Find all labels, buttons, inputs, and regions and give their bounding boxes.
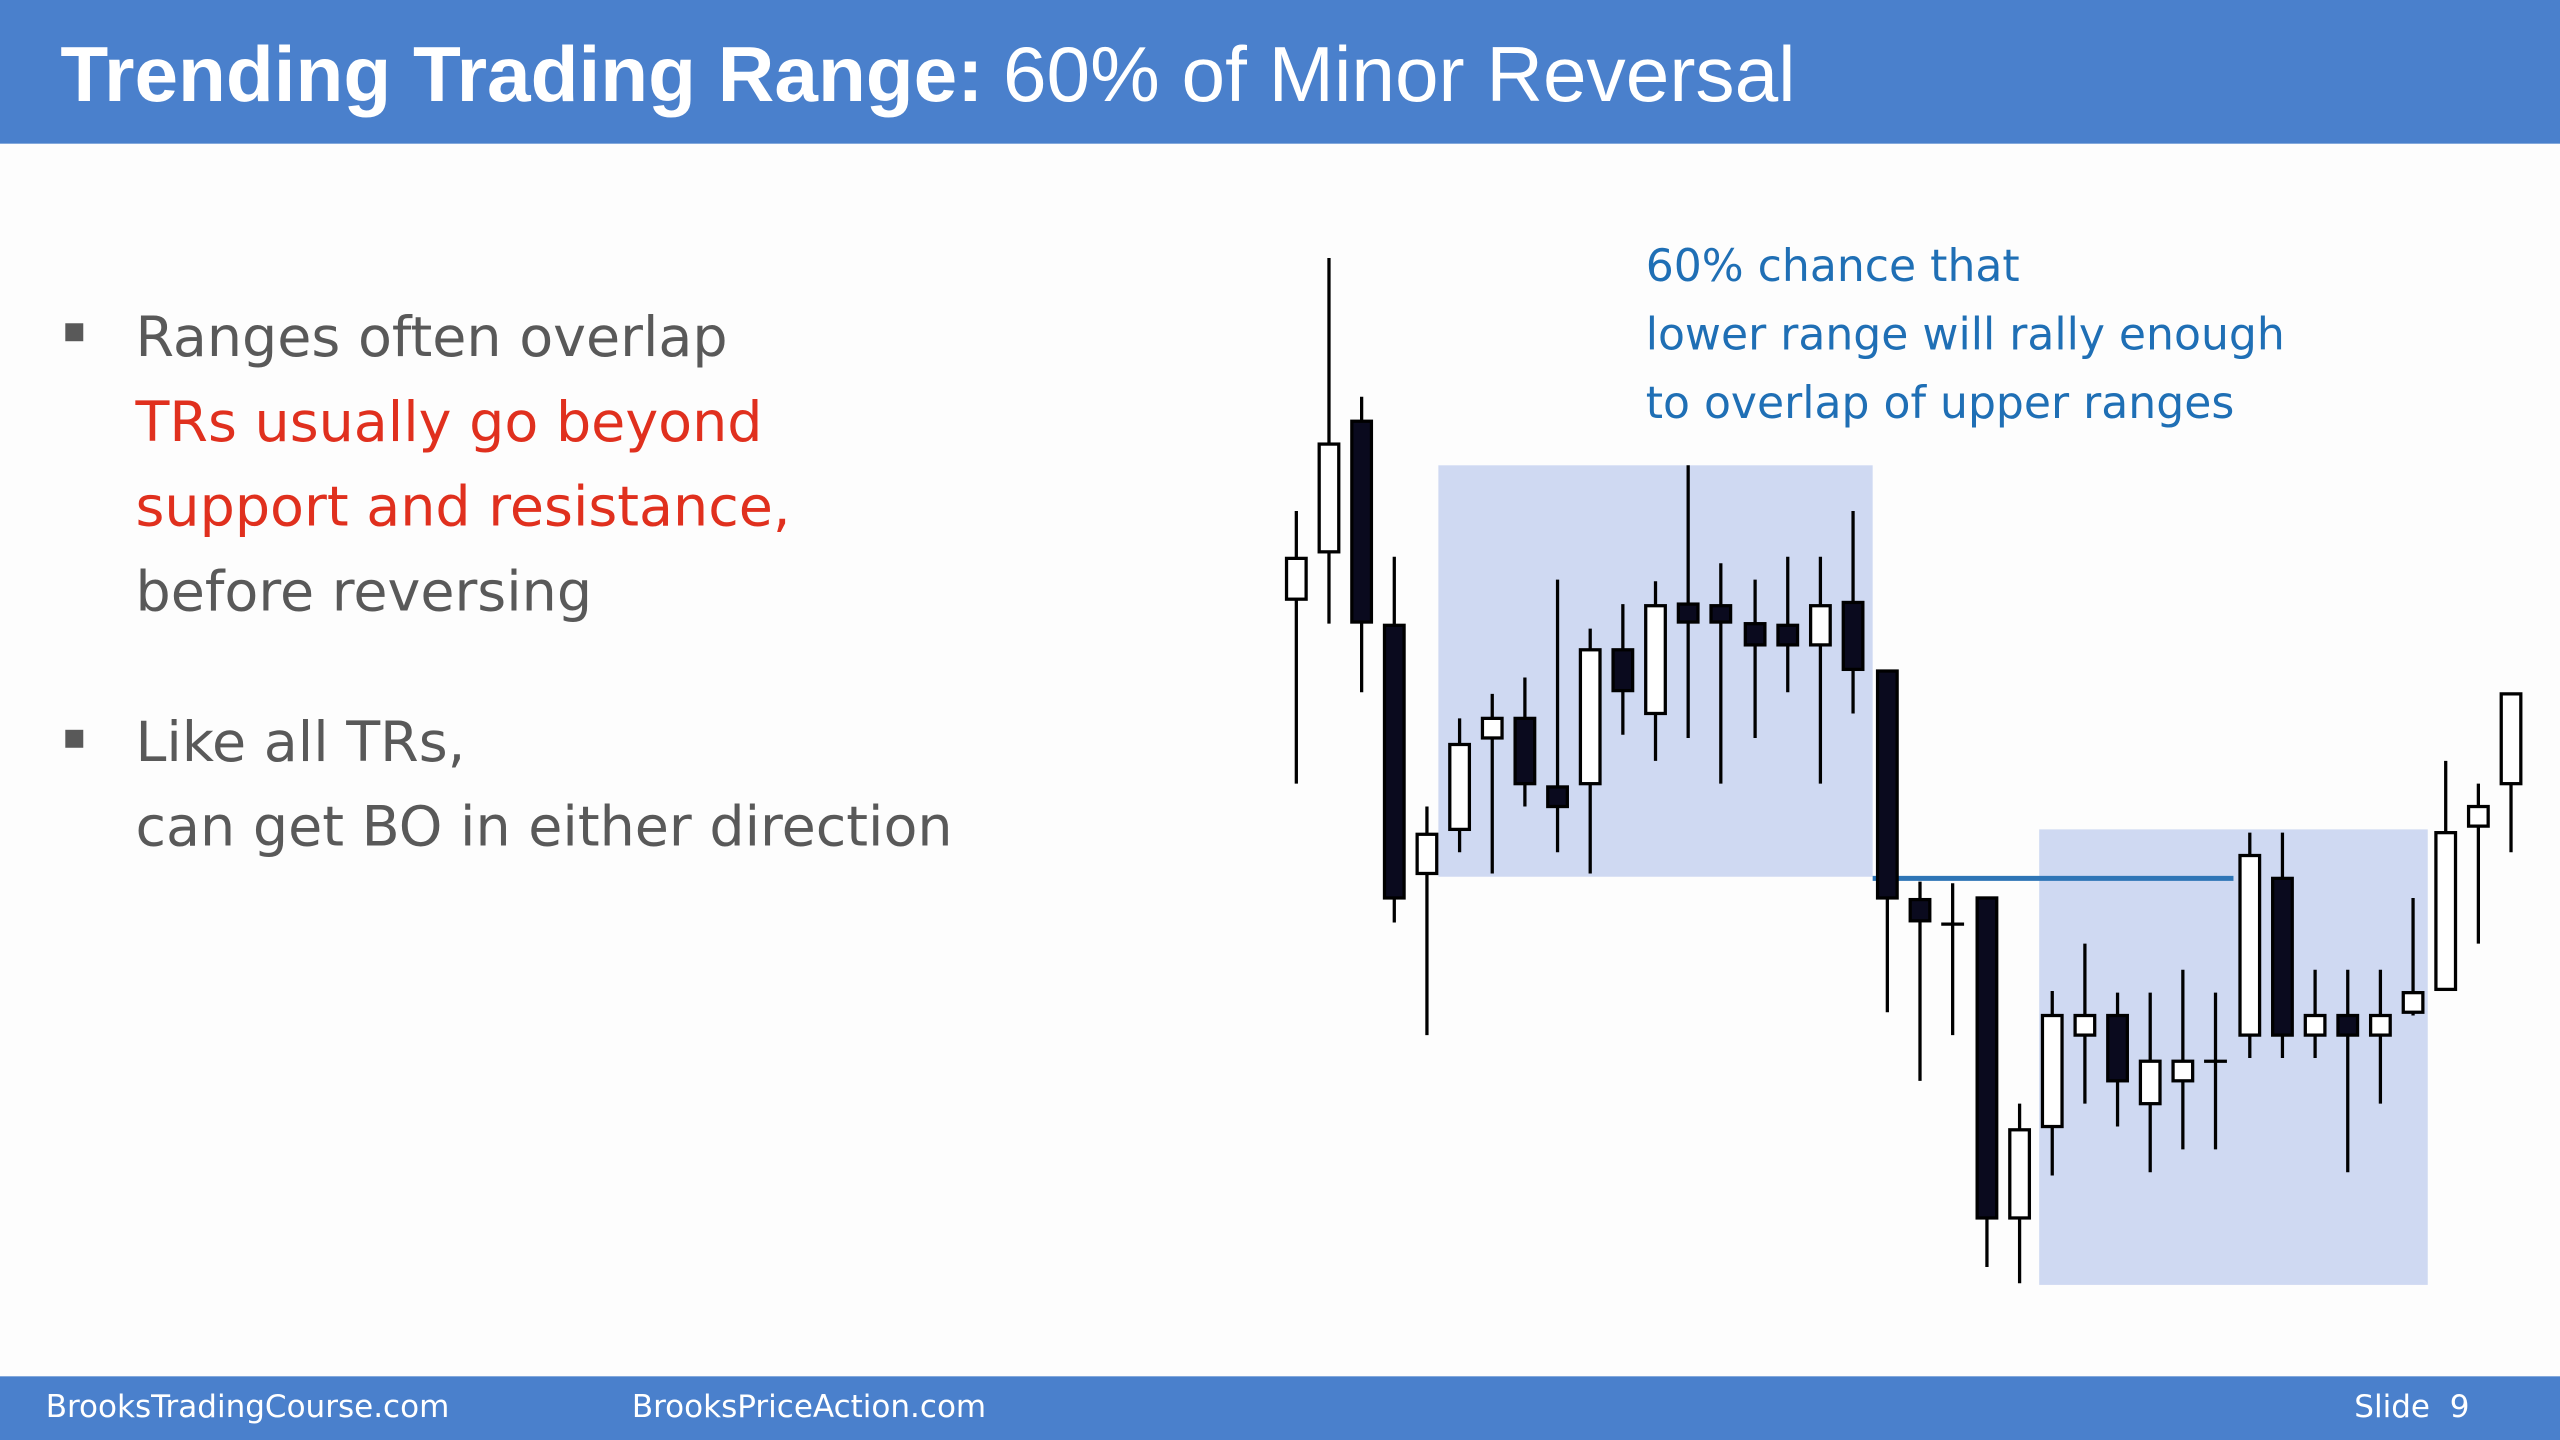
header-bar [0,0,2560,144]
annotation-line: lower range will rally enough [1646,309,2285,360]
bullet-line: Like all TRs, [136,710,466,775]
footer-link: BrooksPriceAction.com [632,1389,986,1425]
bullet-marker [65,729,84,748]
bullet-line: support and resistance, [136,475,791,540]
bullet-line: before reversing [136,560,593,625]
bullet-line: can get BO in either direction [136,795,953,860]
title-rest: 60% of Minor Reversal [1003,30,1796,118]
footer-bar [0,1376,2560,1440]
annotation-line: to overlap of upper ranges [1646,378,2235,429]
bullet-line: TRs usually go beyond [135,390,763,455]
bullet-line: Ranges often overlap [136,305,728,370]
footer-link: BrooksTradingCourse.com [46,1389,450,1425]
annotation-line: 60% chance that [1646,241,2020,292]
slide-number: Slide 9 [2354,1389,2469,1425]
candlestick-illustration [1284,257,2523,1284]
bullet-marker [65,323,84,342]
range-box [2039,829,2428,1285]
title-bold: Trending Trading Range: [60,30,983,118]
title: Trending Trading Range: 60% of Minor Reve… [60,30,1795,118]
